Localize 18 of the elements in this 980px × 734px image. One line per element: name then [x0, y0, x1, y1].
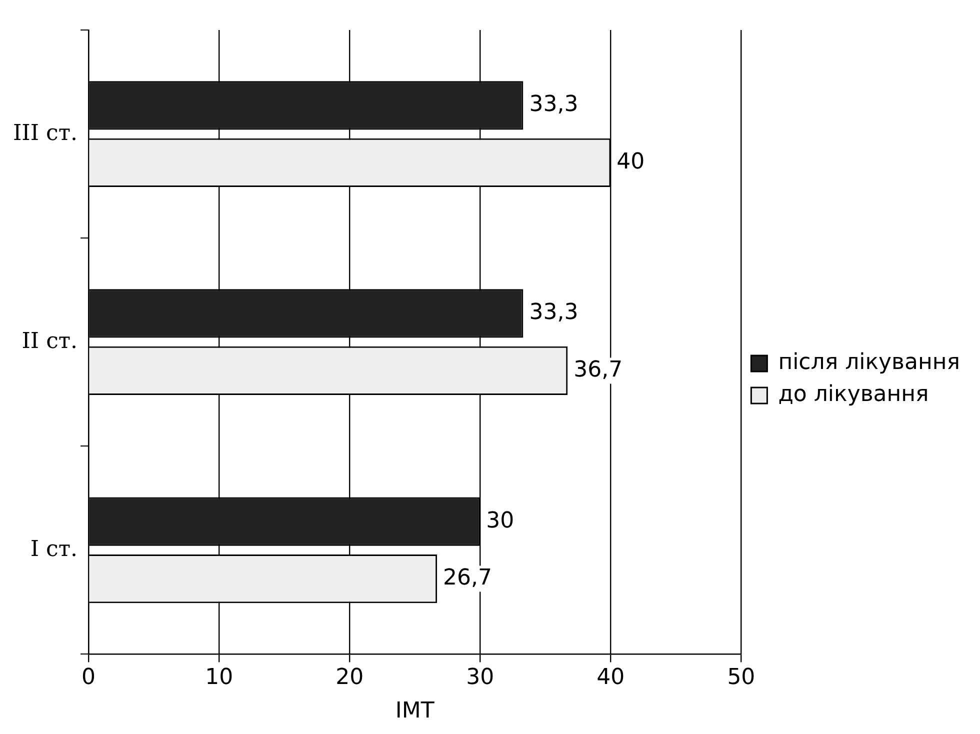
- y-tick-label: II ст.: [22, 328, 78, 354]
- x-tick-label: 20: [336, 665, 364, 690]
- x-tick-label: 50: [727, 665, 756, 690]
- data-label: 33,3: [529, 300, 578, 326]
- x-tick-label: 30: [466, 665, 494, 690]
- x-tick-label: 0: [82, 665, 96, 690]
- y-tick-label: I ст.: [30, 536, 78, 562]
- data-label: 33,3: [529, 92, 578, 118]
- data-label: 36,7: [574, 357, 623, 382]
- legend-label: після лікування: [778, 350, 960, 376]
- data-label: 40: [616, 149, 645, 174]
- data-label: 30: [486, 508, 514, 534]
- x-axis-title: ІМТ: [395, 698, 435, 724]
- y-tick-label: III ст.: [12, 120, 78, 146]
- x-tick-label: 10: [205, 665, 234, 690]
- data-label: 26,7: [443, 565, 492, 590]
- x-tick-label: 40: [596, 665, 625, 690]
- legend-label: до лікування: [778, 382, 929, 408]
